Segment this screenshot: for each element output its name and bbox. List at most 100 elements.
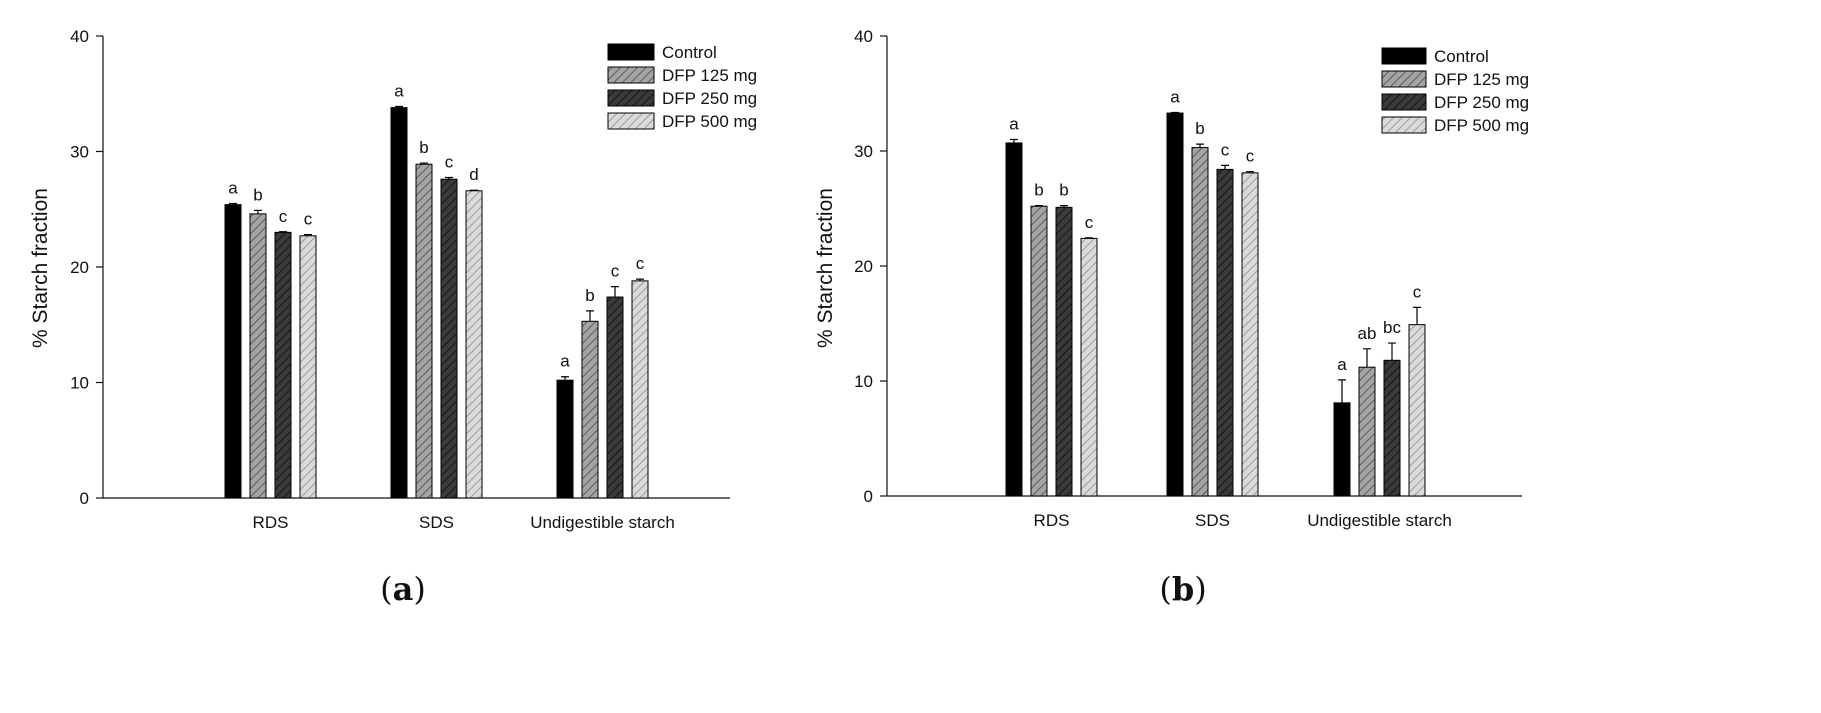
significance-letter-b-sds-dfp-500: c [1246,147,1255,166]
y-tick-label-a-30: 30 [70,143,89,162]
panel-label-a: (a) [380,570,426,608]
error-bar-b-sds-dfp-500 [1246,171,1254,173]
significance-letter-a-undigestible-dfp-125: b [585,286,594,305]
legend-label-a-control: Control [662,43,717,62]
error-bar-b-sds-control [1171,111,1179,114]
bar-b-undigestible-dfp-500 [1408,324,1426,497]
error-bar-a-sds-dfp-125 [420,162,428,165]
legend-swatch-a-dfp-250 [607,89,655,107]
y-axis-b: 0 10 20 30 40 [854,27,888,506]
bar-b-undigestible-dfp-125 [1358,366,1376,497]
significance-letter-b-rds-control: a [1009,115,1019,134]
bar-b-sds-dfp-125 [1191,147,1209,497]
significance-letter-a-rds-dfp-250: c [279,207,288,226]
bar-a-rds-dfp-250 [274,231,292,499]
y-tick-label-b-30: 30 [854,142,873,161]
significance-letter-a-rds-dfp-500: c [304,210,313,229]
error-bar-a-rds-dfp-500 [304,234,312,236]
error-bar-a-sds-control [395,105,403,108]
x-category-label-a-undigestible: Undigestible starch [530,513,675,532]
significance-letter-a-sds-dfp-250: c [445,152,454,171]
significance-letter-a-sds-dfp-500: d [469,165,478,184]
legend-swatch-b-control [1381,47,1427,65]
y-tick-label-b-20: 20 [854,257,873,276]
y-tick-label-b-40: 40 [854,27,873,46]
error-bar-a-rds-control [229,202,237,205]
legend-swatch-a-control [607,43,655,61]
significance-letter-b-sds-dfp-250: c [1221,140,1230,159]
chart-panel-a: 0 10 20 30 40 RDS SDS Undigestible starch % St… [29,27,757,608]
significance-letter-a-rds-control: a [228,178,238,197]
bar-a-rds-control [224,204,242,499]
x-axis-a: RDS SDS Undigestible starch [103,497,730,532]
significance-letter-b-rds-dfp-250: b [1059,181,1068,200]
significance-letter-b-undigestible-dfp-250: bc [1383,318,1401,337]
bar-a-undigestible-dfp-250 [606,296,624,499]
bar-a-undigestible-dfp-500 [631,280,649,499]
error-bar-b-undigestible-control [1338,379,1346,403]
bar-a-undigestible-control [556,379,574,499]
significance-letter-a-sds-dfp-125: b [419,138,428,157]
error-bar-b-rds-dfp-125 [1035,205,1043,207]
legend-b: Control DFP 125 mg DFP 250 mg DFP 500 mg [1381,47,1529,135]
x-category-label-a-sds: SDS [419,513,454,532]
y-axis-label-b: % Starch fraction [814,188,837,348]
legend-label-b-dfp-500: DFP 500 mg [1434,116,1529,135]
bar-a-rds-dfp-500 [299,235,317,499]
significance-letter-a-undigestible-dfp-500: c [636,254,645,273]
significance-letter-b-sds-dfp-125: b [1195,119,1204,138]
bar-b-rds-dfp-500 [1080,237,1098,497]
bar-b-sds-control [1166,112,1184,497]
error-bar-b-rds-dfp-500 [1085,237,1093,239]
legend-a: Control DFP 125 mg DFP 250 mg DFP 500 mg [607,43,757,131]
y-axis-a: 0 10 20 30 40 [70,27,104,508]
error-bar-b-sds-dfp-125 [1196,143,1204,148]
error-bar-b-undigestible-dfp-125 [1363,348,1371,368]
legend-swatch-b-dfp-125 [1381,70,1427,88]
significance-letter-b-undigestible-dfp-500: c [1413,282,1422,301]
bar-b-undigestible-control [1333,402,1351,497]
x-axis-b: RDS SDS Undigestible starch [887,495,1522,530]
significance-letter-b-undigestible-control: a [1337,355,1347,374]
bar-a-sds-dfp-125 [415,163,433,499]
error-bar-a-rds-dfp-250 [279,231,287,233]
bar-b-undigestible-dfp-250 [1383,359,1401,497]
bar-b-rds-control [1005,142,1023,497]
legend-swatch-a-dfp-125 [607,66,655,84]
y-tick-label-a-40: 40 [70,27,89,46]
chart-panel-b: 0 10 20 30 40 RDS SDS Undigestible starch % St… [814,27,1529,608]
bar-a-undigestible-dfp-125 [581,320,599,499]
significance-letter-b-rds-dfp-500: c [1085,213,1094,232]
significance-letter-b-sds-control: a [1170,87,1180,106]
error-bar-b-undigestible-dfp-500 [1413,306,1421,325]
error-bar-a-undigestible-dfp-125 [586,310,594,322]
error-bar-b-undigestible-dfp-250 [1388,342,1396,361]
significance-letter-a-rds-dfp-125: b [253,185,262,204]
y-tick-label-a-20: 20 [70,258,89,277]
significance-letter-b-rds-dfp-125: b [1034,181,1043,200]
legend-swatch-b-dfp-500 [1381,116,1427,134]
legend-label-b-control: Control [1434,47,1489,66]
y-tick-label-a-10: 10 [70,374,89,393]
error-bar-a-sds-dfp-500 [470,189,478,191]
significance-letter-a-undigestible-dfp-250: c [611,262,620,281]
bar-b-rds-dfp-250 [1055,206,1073,497]
error-bar-b-rds-control [1010,138,1018,143]
panel-label-a-letter: a [393,570,414,608]
panel-label-b: (b) [1159,570,1206,608]
legend-label-a-dfp-250: DFP 250 mg [662,89,757,108]
significance-letter-a-undigestible-control: a [560,352,570,371]
legend-label-b-dfp-125: DFP 125 mg [1434,70,1529,89]
error-bar-a-rds-dfp-125 [254,209,262,214]
panel-label-b-letter: b [1172,570,1194,608]
x-category-label-b-sds: SDS [1195,511,1230,530]
bar-b-sds-dfp-250 [1216,168,1234,497]
error-bar-a-undigestible-dfp-500 [636,278,644,281]
significance-letter-b-undigestible-dfp-125: ab [1358,324,1377,343]
error-bar-b-sds-dfp-250 [1221,164,1229,170]
legend-label-a-dfp-500: DFP 500 mg [662,112,757,131]
legend-label-b-dfp-250: DFP 250 mg [1434,93,1529,112]
bar-a-sds-dfp-250 [440,178,458,499]
